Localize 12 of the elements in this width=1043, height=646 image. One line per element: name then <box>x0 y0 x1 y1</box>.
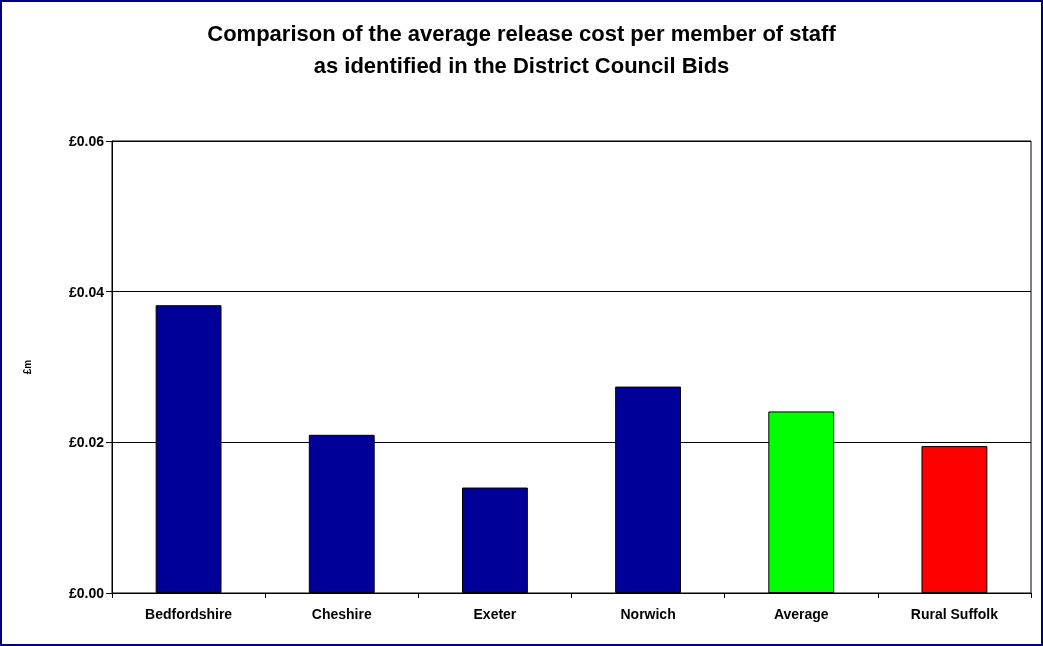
x-tick-label: Cheshire <box>311 606 372 622</box>
x-tick-label: Bedfordshire <box>145 606 233 622</box>
y-tick-label: £0.06 <box>68 133 105 149</box>
x-tick-label: Average <box>773 606 829 622</box>
y-tick-label: £0.04 <box>68 283 105 300</box>
chart-title: Comparison of the average release cost per member of staff as identified in the District Council Bids <box>207 20 837 78</box>
y-tick-label: £0.00 <box>68 585 105 601</box>
x-tick-label: Exeter <box>473 606 517 622</box>
y-tick-label: £0.02 <box>68 434 105 451</box>
y-axis-title: £m <box>21 359 33 375</box>
x-tick-label: Rural Suffolk <box>910 606 999 622</box>
x-tick-label: Norwich <box>620 606 676 622</box>
